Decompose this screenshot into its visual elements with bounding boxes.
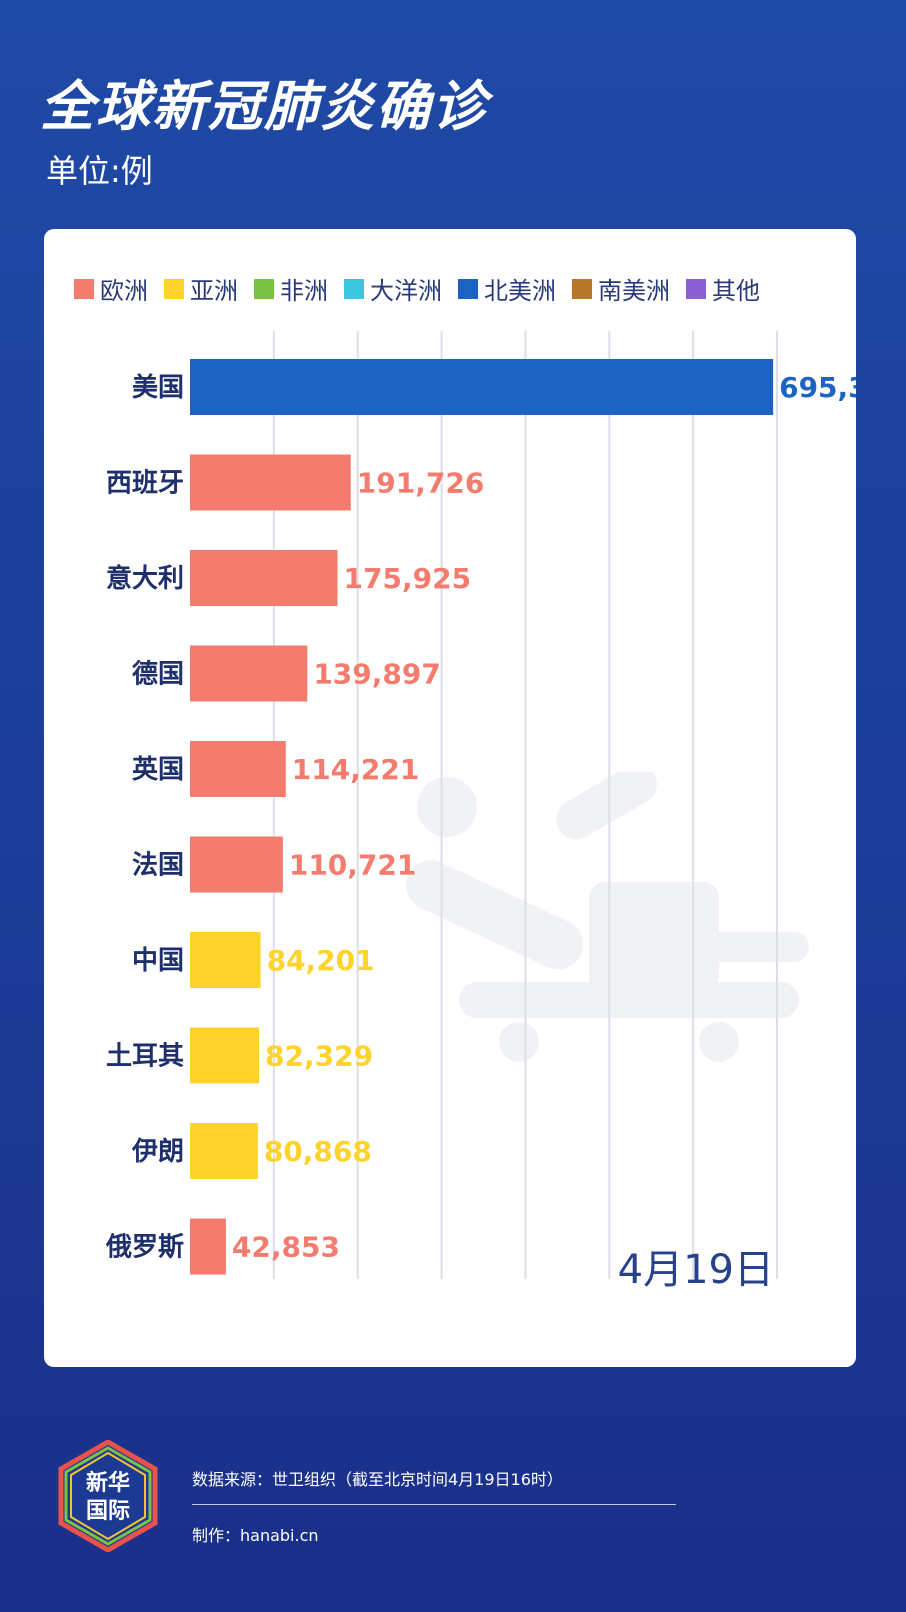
legend-label: 大洋洲 bbox=[370, 277, 442, 305]
category-label: 俄罗斯 bbox=[105, 1233, 184, 1263]
category-label: 意大利 bbox=[106, 563, 184, 594]
bar bbox=[190, 1123, 258, 1179]
legend-label: 北美洲 bbox=[484, 277, 556, 305]
legend-item: 亚洲 bbox=[164, 271, 238, 306]
legend-item: 南美洲 bbox=[572, 271, 670, 306]
legend-swatch bbox=[164, 278, 184, 299]
category-label: 西班牙 bbox=[106, 469, 184, 499]
value-label: 42,853 bbox=[232, 1231, 340, 1264]
legend-swatch bbox=[572, 278, 592, 299]
bar bbox=[190, 454, 351, 511]
unit-label: 单位:例 bbox=[46, 152, 153, 190]
chart-card: 欧洲 亚洲 非洲 大洋洲 北美洲 南美洲 其他 美国 695,353 西班牙 191,726 意大利… bbox=[44, 229, 856, 1367]
bar bbox=[190, 1218, 226, 1275]
category-label: 土耳其 bbox=[106, 1042, 184, 1072]
value-label: 84,201 bbox=[267, 944, 375, 977]
bar-chart: 美国 695,353 西班牙 191,726 意大利 175,925 德国 139,897 英国… bbox=[105, 331, 856, 1279]
value-label: 114,221 bbox=[292, 753, 420, 786]
legend-item: 北美洲 bbox=[458, 271, 556, 306]
value-label: 80,868 bbox=[264, 1135, 372, 1168]
value-label: 695,353 bbox=[779, 371, 856, 404]
legend-label: 亚洲 bbox=[190, 277, 238, 305]
data-source: 数据来源：世卫组织（截至北京时间4月19日16时） bbox=[192, 1470, 563, 1489]
xinhua-international-logo: 新华 国际 bbox=[58, 1440, 158, 1552]
bar bbox=[190, 550, 338, 606]
category-label: 美国 bbox=[132, 372, 184, 403]
page-title: 全球新冠肺炎确诊 bbox=[40, 75, 488, 138]
bar bbox=[190, 741, 286, 797]
legend-label: 其他 bbox=[712, 277, 760, 305]
legend-item: 非洲 bbox=[254, 271, 328, 306]
legend-item: 大洋洲 bbox=[344, 271, 442, 306]
bar bbox=[190, 645, 308, 702]
legend: 欧洲 亚洲 非洲 大洋洲 北美洲 南美洲 其他 bbox=[74, 271, 760, 306]
legend-swatch bbox=[74, 278, 94, 299]
category-label: 英国 bbox=[132, 755, 184, 785]
value-label: 175,925 bbox=[344, 562, 472, 595]
category-label: 法国 bbox=[132, 851, 184, 881]
legend-label: 欧洲 bbox=[100, 277, 148, 305]
footer-divider bbox=[192, 1504, 676, 1505]
bar bbox=[190, 836, 283, 893]
maker-credit: 制作：hanabi.cn bbox=[192, 1526, 319, 1545]
logo-line-1: 新华 bbox=[86, 1470, 130, 1496]
legend-swatch bbox=[458, 278, 478, 299]
value-label: 191,726 bbox=[357, 467, 485, 500]
category-label: 德国 bbox=[132, 660, 184, 690]
category-label: 中国 bbox=[132, 946, 184, 976]
legend-item: 欧洲 bbox=[74, 271, 148, 306]
logo-line-2: 国际 bbox=[86, 1499, 130, 1524]
date-label: 4月19日 bbox=[617, 1247, 774, 1293]
legend-label: 南美洲 bbox=[598, 277, 670, 305]
legend-swatch bbox=[344, 278, 364, 299]
category-label: 伊朗 bbox=[131, 1137, 184, 1167]
value-label: 139,897 bbox=[313, 658, 441, 691]
value-label: 110,721 bbox=[289, 849, 417, 882]
legend-swatch bbox=[254, 278, 274, 299]
bar bbox=[190, 1027, 260, 1084]
legend-swatch bbox=[686, 278, 706, 299]
legend-label: 非洲 bbox=[280, 277, 328, 305]
legend-item: 其他 bbox=[686, 271, 760, 306]
bar bbox=[190, 932, 261, 988]
bar bbox=[190, 359, 774, 415]
value-label: 82,329 bbox=[265, 1040, 373, 1073]
watermark-illustration-icon bbox=[406, 772, 809, 1062]
